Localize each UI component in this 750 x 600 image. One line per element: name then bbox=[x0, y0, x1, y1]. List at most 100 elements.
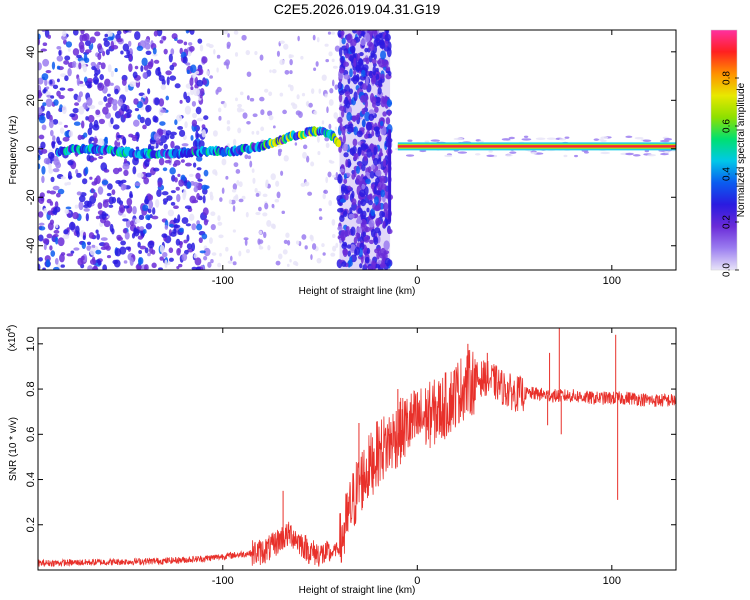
noise-blob bbox=[107, 36, 114, 41]
noise-blob bbox=[138, 257, 144, 265]
noise-blob bbox=[353, 76, 360, 81]
noise-blob bbox=[424, 140, 430, 143]
noise-blob bbox=[342, 143, 349, 152]
noise-blob bbox=[337, 226, 343, 231]
noise-blob bbox=[97, 52, 102, 61]
noise-blob bbox=[98, 155, 104, 159]
noise-blob bbox=[364, 256, 370, 264]
noise-blob bbox=[381, 211, 386, 217]
noise-blob bbox=[317, 151, 321, 156]
noise-blob bbox=[209, 237, 213, 244]
noise-blob bbox=[239, 91, 244, 96]
noise-blob bbox=[289, 259, 292, 263]
chart-title: C2E5.2026.019.04.31.G19 bbox=[274, 1, 441, 17]
noise-blob bbox=[81, 241, 87, 250]
snr-frame bbox=[37, 327, 677, 571]
noise-blob bbox=[368, 113, 375, 122]
noise-blob bbox=[191, 119, 198, 127]
noise-blob bbox=[97, 138, 105, 148]
noise-blob bbox=[91, 65, 96, 71]
noise-blob bbox=[120, 103, 128, 112]
noise-blob bbox=[535, 137, 546, 140]
noise-blob bbox=[341, 261, 347, 267]
noise-blob bbox=[41, 175, 45, 184]
noise-blob bbox=[369, 239, 374, 245]
snr-y-multiplier-close: ) bbox=[7, 325, 18, 328]
noise-blob bbox=[364, 32, 371, 43]
noise-blob bbox=[310, 235, 314, 242]
noise-blob bbox=[188, 173, 194, 178]
noise-blob bbox=[209, 75, 213, 79]
noise-blob bbox=[176, 193, 181, 203]
noise-blob bbox=[67, 88, 74, 92]
noise-blob bbox=[598, 138, 604, 141]
noise-blob bbox=[147, 252, 151, 257]
noise-blob bbox=[289, 70, 293, 75]
noise-blob bbox=[366, 122, 373, 131]
noise-blob bbox=[365, 76, 369, 86]
noise-blob bbox=[55, 192, 61, 198]
noise-blob bbox=[350, 39, 357, 47]
noise-blob bbox=[664, 151, 670, 154]
noise-blob bbox=[341, 243, 348, 250]
noise-blob bbox=[254, 188, 258, 193]
noise-blob bbox=[160, 84, 167, 90]
noise-blob bbox=[338, 47, 343, 57]
noise-blob bbox=[46, 198, 52, 204]
noise-blob bbox=[79, 44, 85, 54]
noise-blob bbox=[116, 38, 123, 43]
noise-blob bbox=[97, 260, 102, 266]
noise-blob bbox=[144, 43, 151, 50]
noise-blob bbox=[184, 105, 192, 115]
noise-blob bbox=[600, 136, 609, 139]
noise-blob bbox=[323, 190, 327, 194]
noise-blob bbox=[203, 218, 209, 226]
noise-blob bbox=[350, 226, 356, 237]
noise-blob bbox=[232, 138, 237, 146]
noise-blob bbox=[342, 210, 348, 218]
noise-blob bbox=[95, 249, 102, 255]
noise-blob bbox=[360, 199, 367, 207]
noise-blob bbox=[152, 47, 157, 55]
noise-blob bbox=[358, 181, 362, 188]
noise-blob bbox=[130, 135, 138, 139]
noise-blob bbox=[218, 107, 222, 113]
noise-blob bbox=[259, 230, 263, 235]
noise-blob bbox=[183, 189, 187, 198]
noise-blob bbox=[339, 214, 345, 223]
noise-blob bbox=[258, 246, 264, 250]
noise-blob bbox=[65, 206, 72, 210]
noise-blob bbox=[185, 223, 192, 227]
noise-blob bbox=[94, 177, 98, 185]
noise-blob bbox=[122, 136, 127, 146]
noise-blob bbox=[110, 70, 115, 78]
noise-blob bbox=[294, 142, 298, 146]
noise-blob bbox=[148, 143, 152, 150]
noise-blob bbox=[114, 88, 119, 95]
noise-blob bbox=[133, 119, 140, 127]
noise-blob bbox=[343, 61, 350, 67]
noise-blob bbox=[178, 263, 183, 268]
noise-blob bbox=[258, 206, 262, 212]
noise-blob bbox=[38, 77, 44, 85]
noise-blob bbox=[77, 134, 82, 141]
noise-blob bbox=[262, 231, 267, 239]
noise-blob bbox=[39, 192, 45, 198]
noise-blob bbox=[62, 136, 70, 142]
noise-blob bbox=[255, 192, 260, 197]
noise-blob bbox=[368, 70, 374, 79]
noise-blob bbox=[64, 130, 71, 138]
noise-blob bbox=[338, 90, 345, 96]
noise-blob bbox=[347, 126, 354, 133]
noise-blob bbox=[82, 235, 86, 240]
noise-blob bbox=[215, 89, 219, 95]
noise-blob bbox=[237, 127, 242, 134]
noise-blob bbox=[197, 68, 204, 76]
noise-blob bbox=[212, 130, 218, 137]
noise-blob bbox=[170, 131, 177, 136]
noise-blob bbox=[488, 150, 493, 153]
colorbar-tick-label: 0.4 bbox=[722, 167, 733, 181]
noise-blob bbox=[351, 198, 357, 206]
noise-blob bbox=[185, 62, 191, 66]
noise-blob bbox=[269, 69, 272, 73]
